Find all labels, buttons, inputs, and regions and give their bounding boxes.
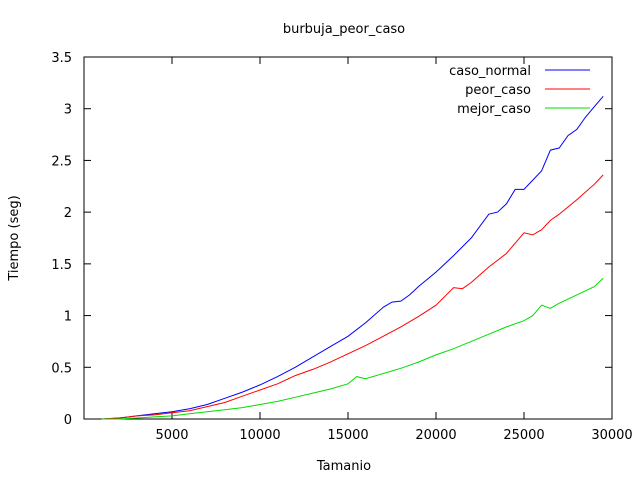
y-tick-label: 0 xyxy=(64,413,72,428)
series-group xyxy=(101,95,604,420)
x-tick-label: 25000 xyxy=(503,428,544,443)
y-axis-label: Tiempo (seg) xyxy=(7,195,22,281)
y-tick-label: 0.5 xyxy=(51,361,72,376)
y-tick-label: 2 xyxy=(64,206,72,221)
x-tick-label: 10000 xyxy=(239,428,280,443)
x-tick-label: 5000 xyxy=(155,428,188,443)
legend-label-caso-normal: caso_normal xyxy=(449,64,531,79)
series-line-mejor-caso xyxy=(101,277,604,420)
plot-frame xyxy=(83,56,613,420)
chart-title: burbuja_peor_caso xyxy=(283,22,405,37)
y-tick-label: 3 xyxy=(64,103,72,118)
y-tick-label: 1.5 xyxy=(51,258,72,273)
series-line-peor-caso xyxy=(101,174,604,420)
legend-label-peor-caso: peor_caso xyxy=(465,83,531,98)
x-tick-label: 15000 xyxy=(327,428,368,443)
legend: caso_normal peor_caso mejor_caso xyxy=(449,64,590,117)
series-line-caso-normal xyxy=(101,95,604,420)
legend-label-mejor-caso: mejor_caso xyxy=(457,102,531,117)
ticks: 5000 10000 15000 20000 25000 30000 0 0.5 1 1.5 2 2.… xyxy=(51,51,632,443)
x-tick-label: 30000 xyxy=(591,428,632,443)
x-axis-label: Tamanio xyxy=(316,459,371,474)
x-tick-label: 20000 xyxy=(415,428,456,443)
y-tick-label: 1 xyxy=(64,310,72,325)
y-tick-label: 2.5 xyxy=(51,154,72,169)
y-tick-label: 3.5 xyxy=(51,51,72,66)
